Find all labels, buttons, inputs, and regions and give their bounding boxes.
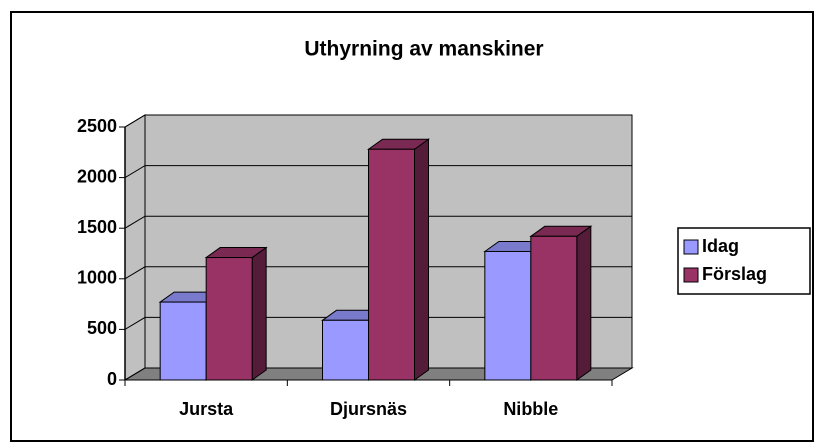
chart-title: Uthyrning av manskiner (304, 38, 543, 61)
bar (530, 235, 578, 381)
grid-line (124, 367, 632, 381)
y-tick-label: 1000 (77, 268, 117, 288)
legend-label: Förslag (702, 264, 767, 284)
x-tick-label: Jursta (179, 399, 234, 419)
y-tick-label: 500 (87, 318, 117, 338)
y-tick-label: 0 (107, 369, 117, 389)
y-tick-label: 2000 (77, 166, 117, 186)
bar-side (251, 246, 267, 381)
grid-line (124, 165, 632, 179)
grid-line (124, 316, 632, 330)
x-tick-label: Nibble (503, 399, 558, 419)
grid-line (124, 114, 632, 128)
x-tick-label: Djursnäs (330, 399, 407, 419)
legend-swatch (683, 239, 699, 255)
bar (368, 148, 415, 381)
grid-line (124, 266, 632, 280)
y-tick-label: 1500 (77, 217, 117, 237)
legend-label: Idag (702, 236, 739, 256)
legend-swatch (683, 267, 699, 283)
y-tick-label: 2500 (77, 116, 117, 136)
bar-side (576, 225, 592, 381)
legend-box (677, 227, 811, 295)
bar (159, 301, 207, 381)
side-wall (124, 114, 146, 381)
bar (322, 319, 369, 381)
bar-side (414, 138, 429, 381)
grid-line (124, 215, 632, 229)
bar (205, 257, 253, 381)
bar (484, 250, 532, 381)
